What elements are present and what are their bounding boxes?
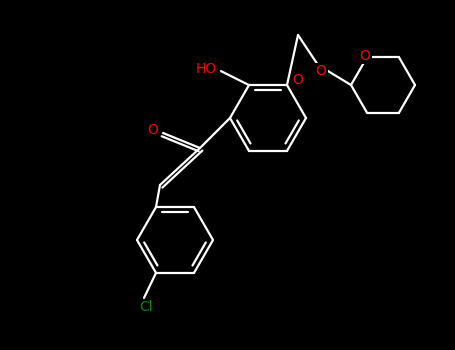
- Text: O: O: [316, 64, 326, 78]
- Text: O: O: [359, 49, 370, 63]
- Text: HO: HO: [196, 62, 217, 76]
- Text: O: O: [293, 73, 303, 87]
- Text: O: O: [147, 123, 158, 137]
- Text: Cl: Cl: [139, 300, 153, 314]
